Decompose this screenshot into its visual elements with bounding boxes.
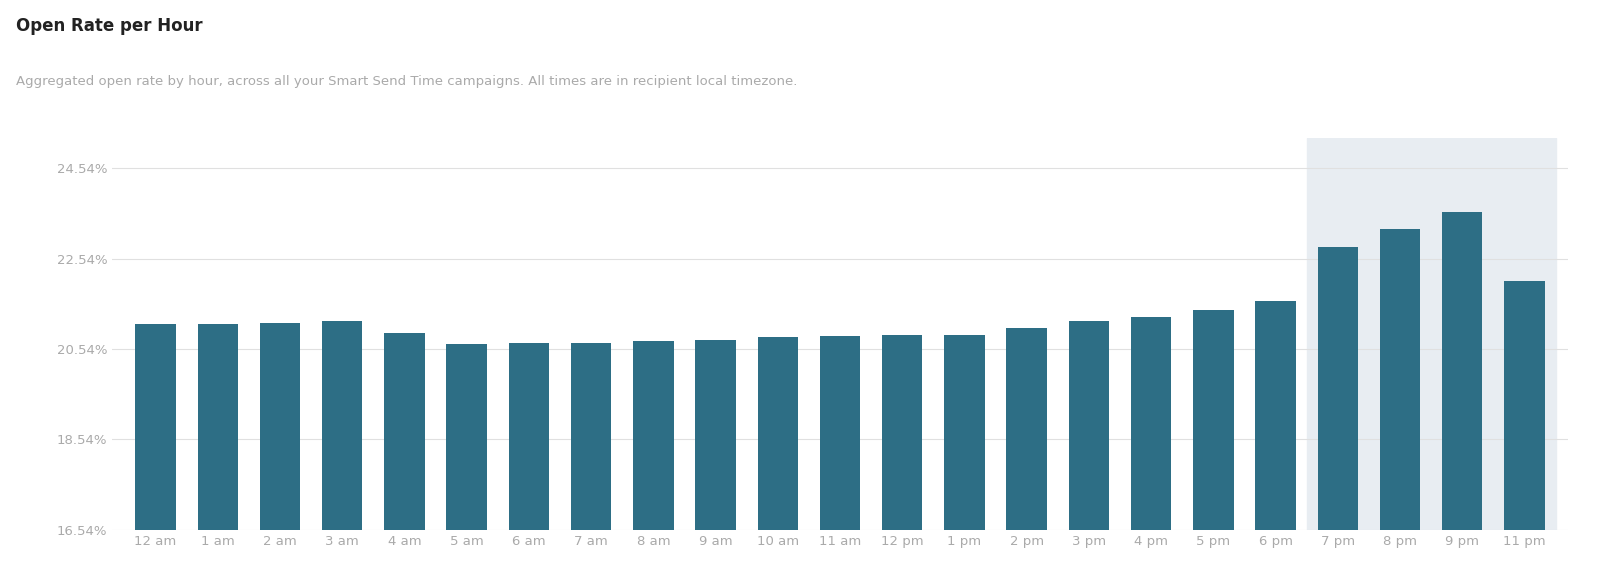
Bar — [1256, 301, 1296, 530]
Bar — [1317, 247, 1358, 530]
Bar — [322, 321, 363, 530]
Bar — [696, 340, 736, 530]
Bar — [819, 336, 861, 530]
Bar — [571, 343, 611, 530]
Bar — [634, 341, 674, 530]
Bar — [259, 323, 301, 530]
Bar — [197, 324, 238, 530]
Bar — [446, 344, 486, 530]
Bar — [509, 343, 549, 530]
Bar — [757, 337, 798, 530]
Bar — [1194, 310, 1234, 530]
Bar — [1307, 138, 1555, 530]
Bar — [1006, 328, 1046, 530]
Bar — [1069, 321, 1109, 530]
Bar — [1442, 211, 1483, 530]
Bar — [136, 324, 176, 530]
Bar — [944, 335, 984, 530]
Bar — [1504, 281, 1544, 530]
Bar — [1131, 317, 1171, 530]
Bar — [882, 335, 923, 530]
Bar — [1379, 229, 1421, 530]
Bar — [384, 333, 424, 530]
Text: Open Rate per Hour: Open Rate per Hour — [16, 17, 203, 35]
Text: Aggregated open rate by hour, across all your Smart Send Time campaigns. All tim: Aggregated open rate by hour, across all… — [16, 75, 797, 88]
